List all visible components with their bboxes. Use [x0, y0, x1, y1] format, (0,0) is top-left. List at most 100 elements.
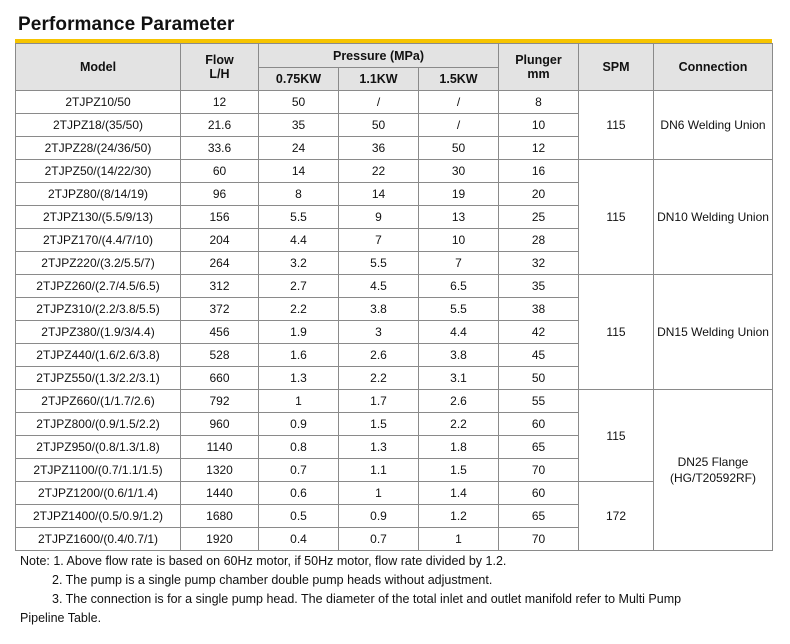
cell-p1: 1.3	[258, 366, 339, 390]
table-row: 2TJPZ380/(1.9/3/4.4) 456 1.9 3 4.4 42	[15, 320, 773, 344]
cell-model: 2TJPZ28/(24/36/50)	[15, 136, 181, 160]
cell-p3: 1.8	[418, 435, 499, 459]
cell-plunger: 45	[498, 343, 579, 367]
title-underline	[15, 39, 772, 43]
cell-model: 2TJPZ1600/(0.4/0.7/1)	[15, 527, 181, 551]
cell-flow: 456	[180, 320, 259, 344]
cell-p2: 3.8	[338, 297, 419, 321]
table-row: 2TJPZ440/(1.6/2.6/3.8) 528 1.6 2.6 3.8 45	[15, 343, 773, 367]
header-pressure-15kw: 1.5KW	[418, 67, 499, 91]
cell-plunger: 42	[498, 320, 579, 344]
cell-p1: 0.7	[258, 458, 339, 482]
cell-flow: 60	[180, 159, 259, 183]
cell-p1: 0.6	[258, 481, 339, 505]
cell-p3: 2.6	[418, 389, 499, 413]
cell-plunger: 65	[498, 504, 579, 528]
note-3: 3. The connection is for a single pump h…	[52, 592, 682, 606]
cell-p2: 3	[338, 320, 419, 344]
performance-table: Model Flow L/H Pressure (MPa) Plunger mm S…	[15, 43, 773, 551]
cell-flow: 33.6	[180, 136, 259, 160]
cell-plunger: 25	[498, 205, 579, 229]
cell-p2: 7	[338, 228, 419, 252]
cell-p1: 1	[258, 389, 339, 413]
cell-p1: 1.9	[258, 320, 339, 344]
cell-model: 2TJPZ1200/(0.6/1/1.4)	[15, 481, 181, 505]
cell-model: 2TJPZ440/(1.6/2.6/3.8)	[15, 343, 181, 367]
header-spm: SPM	[578, 43, 654, 91]
header-flow: Flow L/H	[180, 43, 259, 91]
cell-p3: 3.8	[418, 343, 499, 367]
table-row: 2TJPZ310/(2.2/3.8/5.5) 372 2.2 3.8 5.5 38	[15, 297, 773, 321]
cell-spm: 115	[578, 389, 654, 482]
page-title: Performance Parameter	[18, 14, 235, 35]
cell-p3: 6.5	[418, 274, 499, 298]
cell-flow: 660	[180, 366, 259, 390]
cell-p2: 1.3	[338, 435, 419, 459]
cell-p2: 1.1	[338, 458, 419, 482]
cell-p3: 1	[418, 527, 499, 551]
cell-plunger: 38	[498, 297, 579, 321]
table-row: 2TJPZ550/(1.3/2.2/3.1) 660 1.3 2.2 3.1 50	[15, 366, 773, 390]
cell-plunger: 70	[498, 527, 579, 551]
cell-flow: 312	[180, 274, 259, 298]
cell-model: 2TJPZ950/(0.8/1.3/1.8)	[15, 435, 181, 459]
cell-model: 2TJPZ18/(35/50)	[15, 113, 181, 137]
cell-model: 2TJPZ130/(5.5/9/13)	[15, 205, 181, 229]
cell-p3: 19	[418, 182, 499, 206]
cell-p1: 24	[258, 136, 339, 160]
cell-model: 2TJPZ1400/(0.5/0.9/1.2)	[15, 504, 181, 528]
cell-p3: /	[418, 113, 499, 137]
cell-flow: 1320	[180, 458, 259, 482]
cell-plunger: 65	[498, 435, 579, 459]
table-row: 2TJPZ660/(1/1.7/2.6) 792 1 1.7 2.6 55 115 DN25 …	[15, 389, 773, 551]
note-3-continued: Pipeline Table.	[20, 611, 102, 625]
cell-p2: 0.7	[338, 527, 419, 551]
table-row: 2TJPZ800/(0.9/1.5/2.2) 960 0.9 1.5 2.2 60	[15, 412, 773, 436]
cell-p2: 0.9	[338, 504, 419, 528]
cell-plunger: 70	[498, 458, 579, 482]
cell-flow: 372	[180, 297, 259, 321]
cell-model: 2TJPZ260/(2.7/4.5/6.5)	[15, 274, 181, 298]
cell-model: 2TJPZ80/(8/14/19)	[15, 182, 181, 206]
cell-plunger: 35	[498, 274, 579, 298]
cell-plunger: 20	[498, 182, 579, 206]
header-model: Model	[15, 43, 181, 91]
header-pressure-075kw: 0.75KW	[258, 67, 339, 91]
cell-p1: 3.2	[258, 251, 339, 275]
cell-connection: DN6 Welding Union	[653, 90, 773, 160]
header-connection: Connection	[653, 43, 773, 91]
notes: Note: 1. Above flow rate is based on 60H…	[20, 552, 780, 628]
cell-p3: 5.5	[418, 297, 499, 321]
table-row: 2TJPZ18/(35/50) 21.6 35 50/10	[15, 113, 773, 137]
cell-flow: 204	[180, 228, 259, 252]
cell-p2: 4.5	[338, 274, 419, 298]
cell-p3: 7	[418, 251, 499, 275]
cell-plunger: 55	[498, 389, 579, 413]
note-2: 2. The pump is a single pump chamber dou…	[52, 573, 493, 587]
cell-plunger: 60	[498, 481, 579, 505]
cell-spm: 115	[578, 274, 654, 390]
cell-connection: DN10 Welding Union	[653, 159, 773, 275]
cell-p3: 50	[418, 136, 499, 160]
cell-plunger: 10	[498, 113, 579, 137]
cell-connection: DN25 Flange (HG/T20592RF)	[653, 389, 773, 551]
cell-p2: 1	[338, 481, 419, 505]
table-row: 2TJPZ28/(24/36/50) 33.6 24 36 50 12	[15, 136, 773, 160]
cell-flow: 12	[180, 90, 259, 114]
cell-p2: 1.5	[338, 412, 419, 436]
cell-p1: 2.7	[258, 274, 339, 298]
cell-p2: 2.6	[338, 343, 419, 367]
cell-plunger: 16	[498, 159, 579, 183]
cell-model: 2TJPZ220/(3.2/5.5/7)	[15, 251, 181, 275]
table-row: 2TJPZ1200/(0.6/1/1.4) 1440 0.6 1 1.4 60 172	[15, 481, 773, 551]
cell-p3: 1.5	[418, 458, 499, 482]
cell-p1: 50	[258, 90, 339, 114]
cell-p3: 1.4	[418, 481, 499, 505]
cell-p2: 1.7	[338, 389, 419, 413]
cell-plunger: 32	[498, 251, 579, 275]
note-1: Note: 1. Above flow rate is based on 60H…	[20, 554, 507, 568]
cell-p3: /	[418, 90, 499, 114]
cell-p1: 1.6	[258, 343, 339, 367]
header-pressure-11kw: 1.1KW	[338, 67, 419, 91]
cell-p3: 4.4	[418, 320, 499, 344]
